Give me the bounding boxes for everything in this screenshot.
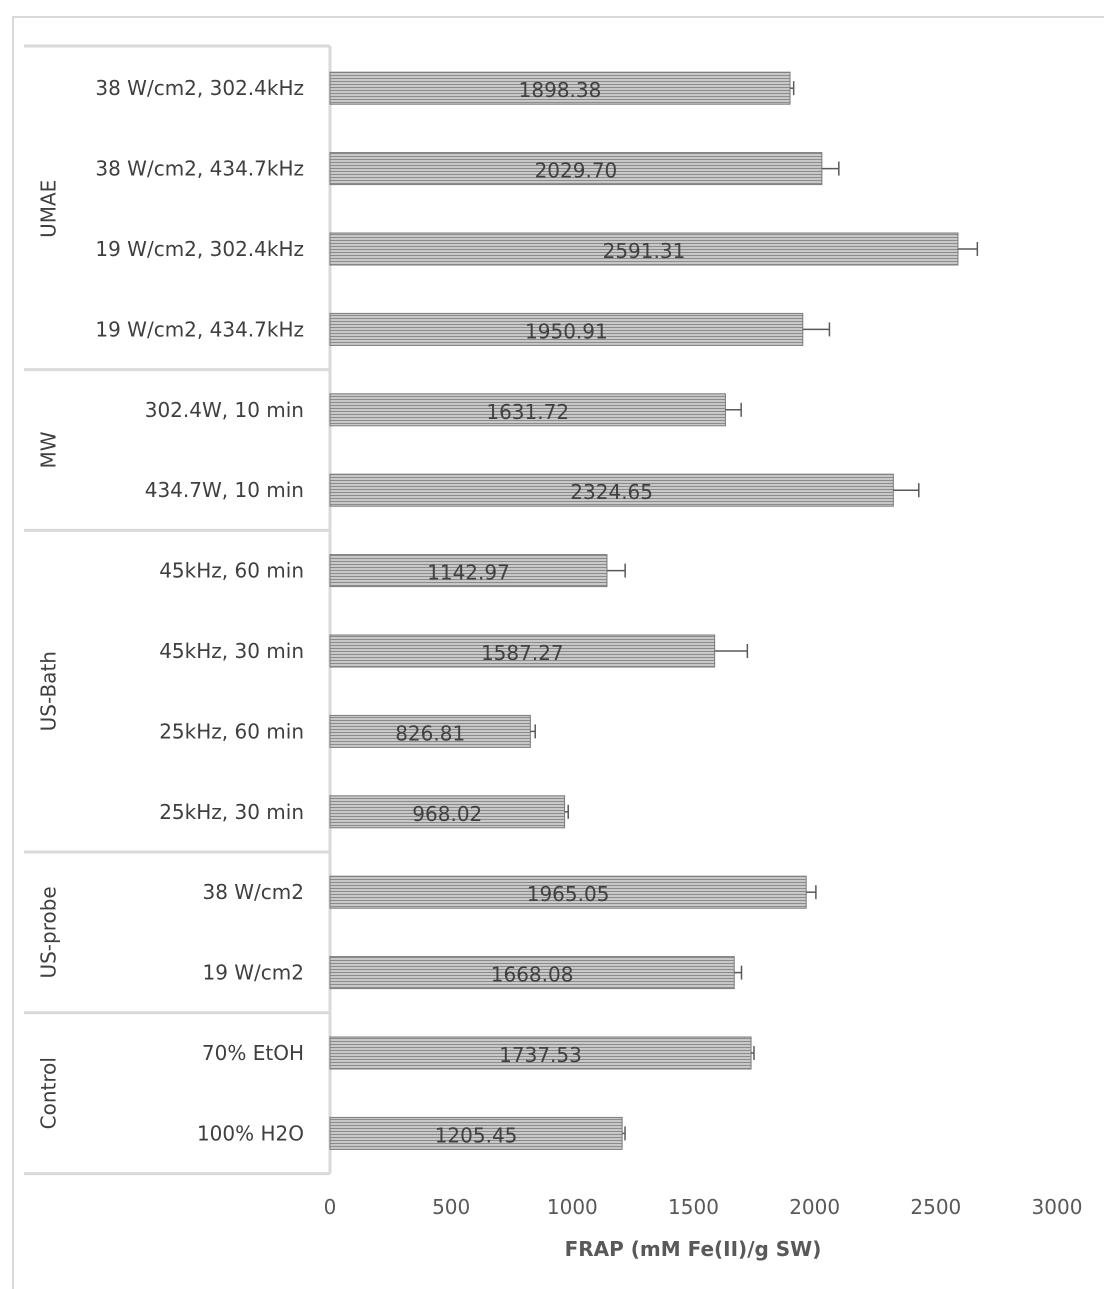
category-label: 434.7W, 10 min: [145, 478, 304, 502]
data-label: 1950.91: [525, 319, 608, 343]
data-label: 1205.45: [435, 1123, 518, 1147]
category-label: 19 W/cm2: [202, 961, 304, 985]
data-label: 1587.27: [481, 641, 564, 665]
data-label: 1898.38: [519, 78, 602, 102]
category-label: 45kHz, 30 min: [159, 639, 304, 663]
category-label: 25kHz, 30 min: [159, 800, 304, 824]
data-label: 1737.53: [499, 1043, 582, 1067]
category-label: 100% H2O: [197, 1121, 304, 1145]
x-tick-label: 500: [432, 1195, 470, 1219]
data-label: 1668.08: [491, 963, 574, 987]
category-label: 19 W/cm2, 434.7kHz: [95, 317, 304, 341]
category-label: 70% EtOH: [202, 1041, 304, 1065]
group-label: US-Bath: [37, 651, 61, 731]
data-label: 2324.65: [570, 480, 653, 504]
data-label: 968.02: [412, 802, 482, 826]
data-label: 1631.72: [486, 400, 569, 424]
bar: [329, 554, 608, 588]
bars: [329, 71, 979, 1150]
x-tick-label: 1500: [668, 1195, 719, 1219]
bar: [329, 312, 804, 346]
category-label: 19 W/cm2, 302.4kHz: [95, 237, 304, 261]
chart-frame: [12, 16, 1104, 1289]
x-tick-label: 0: [324, 1195, 337, 1219]
data-label: 1965.05: [527, 882, 610, 906]
group-label: Control: [37, 1057, 61, 1129]
category-label: 38 W/cm2, 434.7kHz: [95, 157, 304, 181]
bar: [329, 473, 894, 507]
x-tick-label: 3000: [1032, 1195, 1083, 1219]
category-label: 45kHz, 60 min: [159, 559, 304, 583]
bar: [329, 714, 531, 748]
data-label: 2591.31: [603, 239, 686, 263]
category-label: 38 W/cm2: [202, 880, 304, 904]
x-tick-label: 1000: [547, 1195, 598, 1219]
category-label: 25kHz, 60 min: [159, 719, 304, 743]
group-label: UMAE: [37, 180, 61, 238]
data-label: 826.81: [395, 721, 465, 745]
bar: [329, 232, 959, 266]
bar: [329, 1036, 752, 1070]
x-tick-label: 2000: [789, 1195, 840, 1219]
group-label: MW: [37, 431, 61, 468]
data-label: 2029.70: [535, 159, 618, 183]
category-label: 302.4W, 10 min: [145, 398, 304, 422]
labels: 0 500 1000 1500 2000 2500 3000 UMAE MW US-Bath US-…: [37, 76, 1083, 1219]
x-tick-label: 2500: [910, 1195, 961, 1219]
bar: [329, 956, 735, 990]
axes: [24, 44, 332, 1176]
category-label: 38 W/cm2, 302.4kHz: [95, 76, 304, 100]
bar: [329, 634, 716, 668]
x-axis-title: FRAP (mM Fe(II)/g SW): [565, 1237, 822, 1261]
data-label: 1142.97: [427, 561, 510, 585]
group-label: US-probe: [37, 886, 61, 978]
